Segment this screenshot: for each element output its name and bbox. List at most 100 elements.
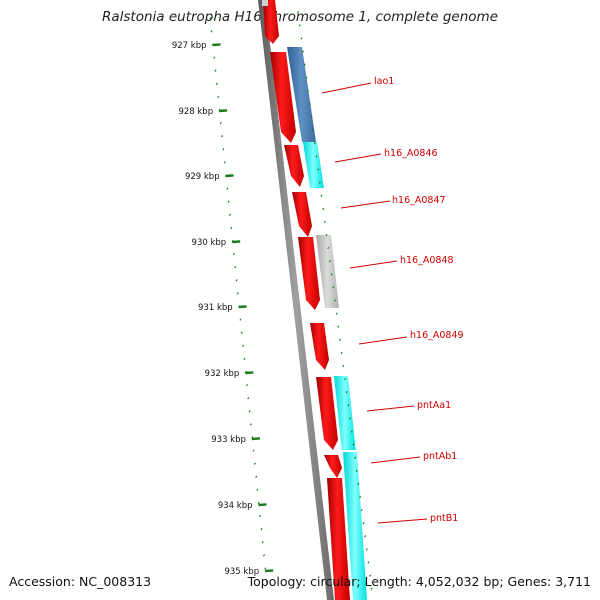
outer-tick — [325, 233, 328, 237]
tick-label: 929 kbp — [185, 172, 220, 182]
minor-tick — [210, 30, 213, 33]
minor-tick — [213, 56, 216, 59]
outer-tick — [364, 535, 367, 538]
feature-block-grey — [262, 0, 268, 6]
map-title: Ralstonia eutropha H16 chromosome 1, com… — [101, 9, 499, 25]
outer-tick — [369, 574, 372, 577]
outer-tick — [330, 273, 333, 276]
minor-tick — [230, 226, 233, 230]
outer-tick — [338, 338, 341, 341]
gene-label: h16_A0846 — [384, 148, 438, 159]
minor-tick — [235, 279, 238, 282]
outer-tick — [340, 351, 343, 355]
outer-tick — [343, 377, 347, 381]
minor-tick — [239, 318, 242, 321]
gene-leader-line — [321, 82, 372, 94]
outer-tick — [367, 561, 370, 564]
outer-tick — [355, 469, 358, 472]
tick-label: 935 kbp — [224, 567, 259, 577]
outer-tick — [322, 207, 325, 210]
major-tick — [225, 174, 234, 178]
feature-block-cyan — [303, 142, 324, 188]
outer-tick — [305, 76, 308, 79]
cds-arrow — [270, 52, 296, 143]
gene-leader-line — [340, 200, 391, 209]
cds-arrow — [310, 323, 329, 370]
minor-tick — [260, 528, 263, 531]
minor-tick — [222, 148, 225, 151]
minor-tick — [215, 82, 218, 85]
outer-tick — [300, 37, 303, 40]
gene-leader-line — [370, 456, 421, 464]
scale-tick-labels: 927 kbp 928 kbp 929 kbp 930 kbp 931 kbp 932 k… — [172, 41, 274, 577]
tick-label: 928 kbp — [178, 107, 213, 117]
outer-tick — [323, 220, 326, 224]
tick-label: 931 kbp — [198, 303, 233, 313]
outer-tick — [335, 312, 338, 315]
gene-leader-line — [377, 518, 428, 524]
minor-tick — [214, 69, 217, 72]
minor-tick — [243, 357, 246, 361]
outer-tick — [320, 194, 323, 197]
minor-tick — [256, 488, 259, 492]
minor-tick — [228, 213, 231, 216]
gene-label: h16_A0849 — [410, 330, 464, 341]
minor-tick — [255, 475, 258, 478]
outer-tick — [303, 63, 306, 66]
outer-tick — [333, 299, 336, 302]
major-tick — [258, 503, 267, 507]
major-tick — [232, 240, 241, 244]
outer-tick — [345, 391, 348, 394]
minor-tick — [221, 135, 224, 138]
outer-tick — [328, 260, 331, 263]
backbone-strand — [258, 0, 334, 600]
gene-leader-line — [334, 153, 382, 163]
outer-tick — [357, 482, 360, 486]
feature-block-cyan — [343, 452, 367, 600]
outer-tick — [342, 364, 345, 368]
outer-tick — [297, 11, 300, 14]
outer-tick — [352, 443, 355, 446]
outer-tick — [310, 115, 313, 119]
major-tick — [212, 43, 221, 47]
major-tick — [251, 437, 260, 441]
accession-text: Accession: NC_008313 — [9, 574, 152, 589]
gene-label: h16_A0847 — [392, 195, 446, 206]
minor-tick — [252, 449, 255, 452]
tick-label: 927 kbp — [172, 41, 207, 51]
major-tick — [219, 109, 228, 113]
outer-tick — [370, 587, 373, 590]
minor-tick — [261, 541, 264, 544]
feature-block-blue — [287, 47, 316, 142]
minor-tick — [251, 436, 254, 439]
minor-tick — [240, 331, 243, 334]
minor-tick — [265, 580, 268, 583]
scale-ticks — [209, 17, 268, 583]
cds-arrow — [324, 455, 342, 478]
outer-tick — [318, 181, 321, 184]
minor-tick — [247, 397, 250, 400]
minor-tick — [219, 121, 222, 125]
tick-label: 933 kbp — [211, 435, 246, 445]
tick-label: 934 kbp — [218, 501, 253, 511]
major-tick — [245, 371, 254, 375]
minor-tick — [234, 266, 237, 269]
gene-leader-line — [366, 405, 415, 412]
cds-arrow — [263, 0, 279, 44]
cds-arrow — [327, 478, 350, 600]
outer-tick — [359, 495, 362, 499]
gene-leader-line — [349, 260, 398, 269]
major-tick — [238, 305, 247, 309]
outer-tick — [332, 286, 335, 289]
minor-tick — [217, 95, 220, 99]
outer-tick — [350, 430, 353, 433]
cds-arrow — [292, 192, 312, 237]
feature-block-grey — [316, 235, 339, 308]
minor-tick — [264, 567, 267, 570]
outer-tick — [312, 129, 315, 132]
minor-tick — [253, 462, 256, 465]
outer-tick — [362, 522, 365, 525]
minor-tick — [227, 200, 230, 203]
minor-tick — [242, 344, 245, 347]
